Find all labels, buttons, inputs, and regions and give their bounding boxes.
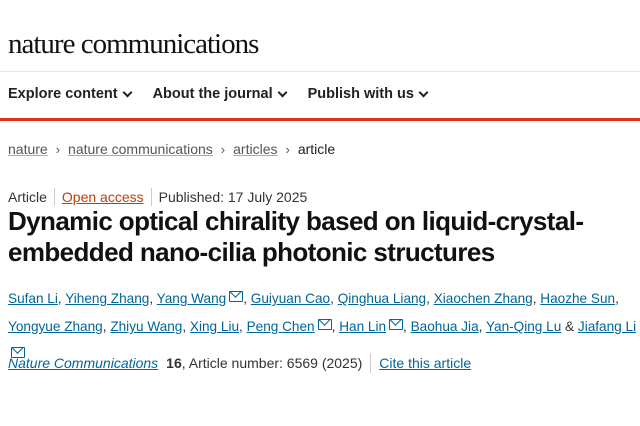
mail-icon[interactable] — [389, 319, 404, 330]
article-title: Dynamic optical chirality based on liqui… — [8, 206, 584, 267]
journal-link[interactable]: Nature Communications — [8, 355, 159, 371]
journal-logo[interactable]: nature communications — [8, 28, 259, 60]
author-link[interactable]: Sufan Li — [8, 291, 58, 306]
mail-icon[interactable] — [229, 291, 244, 302]
nav-about-journal[interactable]: About the journal — [152, 86, 288, 102]
author-link[interactable]: Zhiyu Wang — [110, 319, 183, 334]
accent-divider — [0, 118, 640, 121]
article-type: Article — [8, 189, 47, 205]
breadcrumb-articles[interactable]: articles — [233, 141, 278, 157]
article-number: , Article number: 6569 (2025) — [181, 355, 363, 371]
author-link[interactable]: Jiafang Li — [577, 319, 637, 334]
author-item: Xiaochen Zhang, — [433, 291, 541, 306]
author-link[interactable]: Haozhe Sun — [540, 291, 616, 306]
author-link[interactable]: Baohua Jia — [410, 319, 479, 334]
nav-label: About the journal — [152, 86, 273, 102]
author-item: Qinghua Liang, — [337, 291, 434, 306]
volume: 16 — [166, 355, 182, 371]
article-meta: Article Open access Published: 17 July 2… — [8, 188, 307, 206]
author-link[interactable]: Yan-Qing Lu — [485, 319, 562, 334]
chevron-right-icon: › — [220, 141, 226, 157]
nav-explore-content[interactable]: Explore content — [8, 86, 133, 102]
author-item: Sufan Li, — [8, 291, 66, 306]
separator — [150, 188, 152, 206]
author-item: Han Lin, — [339, 319, 411, 334]
published-date: Published: 17 July 2025 — [158, 189, 308, 205]
header-divider — [0, 71, 640, 72]
author-item: Baohua Jia, — [410, 319, 486, 334]
chevron-right-icon: › — [285, 141, 290, 157]
cite-this-article-link[interactable]: Cite this article — [379, 355, 472, 371]
author-item: Yan-Qing Lu & — [485, 319, 578, 334]
author-item: Yiheng Zhang, — [65, 291, 157, 306]
author-link[interactable]: Guiyuan Cao — [250, 291, 331, 306]
author-item: Yang Wang, — [156, 291, 251, 306]
author-link[interactable]: Yiheng Zhang — [65, 291, 150, 306]
author-item: Jiafang Li — [8, 319, 636, 362]
separator — [53, 188, 55, 206]
mail-icon[interactable] — [317, 319, 332, 330]
nav-label: Explore content — [8, 86, 118, 102]
open-access-link[interactable]: Open access — [61, 189, 144, 205]
author-link[interactable]: Xing Liu — [189, 319, 240, 334]
breadcrumb-nature[interactable]: nature — [8, 141, 48, 157]
author-item: Haozhe Sun, — [540, 291, 619, 306]
author-link[interactable]: Qinghua Liang — [337, 291, 427, 306]
mail-icon[interactable] — [11, 347, 25, 358]
main-nav: Explore content About the journal Publis… — [8, 86, 429, 102]
author-item: Peng Chen, — [246, 319, 340, 334]
author-item: Yongyue Zhang, — [8, 319, 111, 334]
chevron-down-icon — [277, 87, 288, 97]
breadcrumb-nature-communications[interactable]: nature communications — [68, 141, 213, 157]
breadcrumb: nature › nature communications › article… — [8, 141, 335, 157]
author-link[interactable]: Yang Wang — [156, 291, 227, 306]
author-link[interactable]: Yongyue Zhang — [8, 319, 103, 334]
nav-publish-with-us[interactable]: Publish with us — [307, 86, 429, 102]
author-link[interactable]: Peng Chen — [246, 319, 315, 334]
author-item: Zhiyu Wang, — [110, 319, 190, 334]
chevron-down-icon — [418, 87, 429, 97]
chevron-right-icon: › — [55, 141, 61, 157]
author-link[interactable]: Xiaochen Zhang — [433, 291, 533, 306]
author-item: Xing Liu, — [189, 319, 247, 334]
chevron-down-icon — [122, 87, 133, 97]
citation: Nature Communications 16 , Article numbe… — [8, 353, 471, 373]
breadcrumb-current: article — [297, 141, 336, 157]
separator — [370, 353, 372, 373]
author-list: Sufan Li, Yiheng Zhang, Yang Wang, Guiyu… — [8, 285, 640, 369]
author-item: Guiyuan Cao, — [250, 291, 338, 306]
author-link[interactable]: Han Lin — [339, 319, 387, 334]
nav-label: Publish with us — [307, 86, 414, 102]
